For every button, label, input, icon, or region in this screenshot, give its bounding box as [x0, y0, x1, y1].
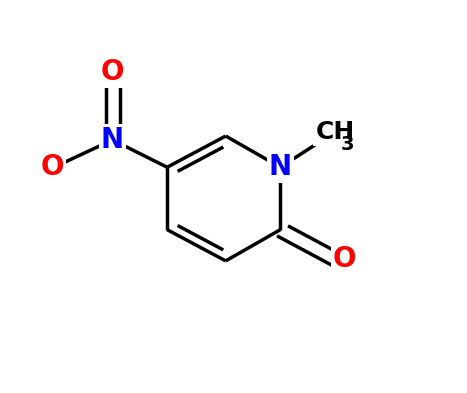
Text: O: O	[101, 58, 124, 86]
Text: N: N	[101, 126, 124, 154]
Text: O: O	[333, 245, 356, 273]
Text: CH: CH	[315, 120, 354, 144]
Text: 3: 3	[341, 135, 354, 154]
Text: N: N	[269, 153, 292, 181]
Text: O: O	[40, 153, 64, 181]
